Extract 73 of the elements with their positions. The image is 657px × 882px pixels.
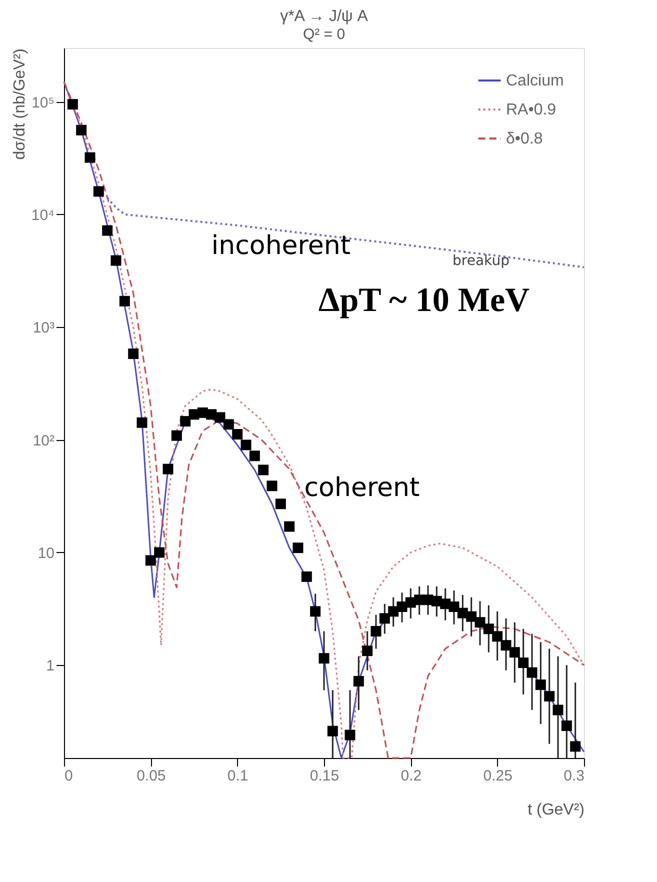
point: [284, 521, 295, 532]
point: [466, 611, 477, 622]
point: [561, 720, 572, 731]
point: [526, 667, 538, 678]
point: [136, 417, 148, 428]
point: [370, 626, 382, 636]
annotation: incoherent: [211, 231, 351, 261]
point: [509, 647, 520, 658]
x-tick-label: 0: [64, 768, 73, 784]
point: [535, 680, 546, 690]
point: [353, 676, 364, 686]
x-tick-label: 0.2: [400, 768, 422, 784]
point: [483, 624, 494, 634]
x-tick-label: 0.3: [564, 768, 584, 784]
point: [93, 186, 104, 197]
chart-title: γ*A → J/ψ A: [280, 8, 368, 25]
point: [258, 464, 269, 476]
point: [492, 631, 503, 642]
point: [292, 542, 304, 554]
y-tick-label: 1: [46, 658, 54, 675]
point: [84, 152, 96, 163]
point: [570, 741, 581, 752]
line-series: [106, 196, 585, 268]
point: [214, 412, 226, 423]
y-tick-label: 10³: [32, 320, 54, 337]
x-axis-title: t (GeV²): [528, 802, 584, 818]
x-tick-label: 0.25: [483, 768, 512, 784]
point: [162, 464, 174, 474]
annotation: breakup: [452, 253, 510, 269]
point: [249, 450, 260, 462]
point: [344, 730, 356, 740]
point: [518, 658, 529, 668]
point: [180, 416, 191, 427]
x-tick-label: 0.05: [136, 768, 166, 784]
point: [67, 99, 78, 110]
point: [240, 440, 252, 450]
y-tick-label: 10⁵: [32, 94, 54, 112]
point: [388, 606, 399, 617]
y-tick-label: 10²: [32, 432, 54, 450]
point: [266, 480, 278, 492]
point: [448, 601, 460, 612]
point: [154, 547, 165, 558]
point: [232, 429, 243, 440]
point: [474, 617, 486, 628]
point: [379, 613, 390, 624]
annotation: ΔpT ~ 10 MeV: [318, 282, 530, 319]
legend-label: RA•0.9: [506, 102, 556, 118]
point: [145, 555, 156, 566]
point: [110, 255, 122, 266]
point: [318, 653, 330, 664]
point: [301, 571, 312, 582]
point: [327, 726, 338, 736]
point: [119, 296, 130, 306]
point: [102, 225, 113, 236]
point: [171, 430, 182, 441]
point: [223, 419, 234, 430]
y-tick-label: 10⁴: [31, 206, 54, 224]
chart-subtitle: Q² = 0: [302, 26, 346, 43]
point: [76, 124, 87, 136]
x-tick-label: 0.15: [310, 768, 340, 784]
point: [552, 704, 564, 716]
point: [362, 646, 373, 656]
point: [275, 498, 286, 510]
legend-label: Calcium: [506, 72, 564, 90]
x-tick-label: 0.1: [227, 768, 248, 784]
legend-label: δ•0.8: [506, 130, 543, 148]
annotation: coherent: [304, 473, 420, 503]
y-axis-title: dσ/dt (nb/GeV²): [11, 48, 28, 160]
point: [544, 690, 555, 702]
point: [500, 640, 512, 651]
point: [128, 348, 139, 360]
y-tick-label: 10: [38, 544, 54, 562]
point: [310, 606, 321, 617]
